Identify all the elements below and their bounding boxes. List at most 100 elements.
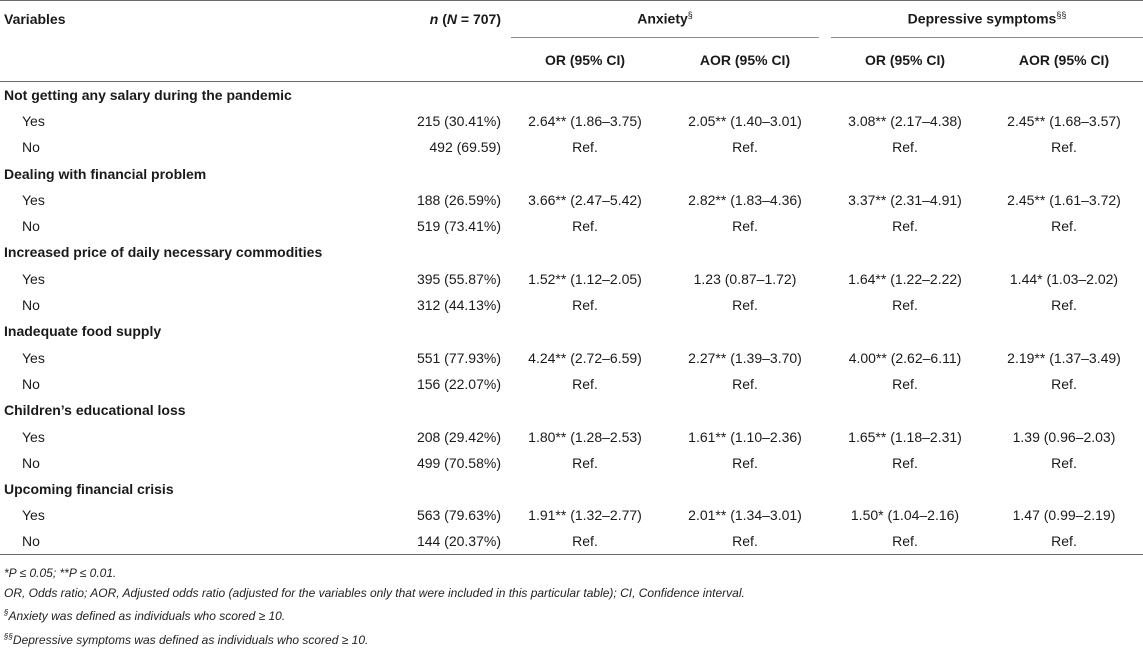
- table-row: No 519 (73.41%) Ref. Ref. Ref. Ref.: [0, 213, 1143, 239]
- cell-anxiety-aor: 2.82** (1.83–4.36): [688, 191, 802, 208]
- row-label: No: [22, 139, 40, 156]
- row-label: No: [22, 375, 40, 392]
- cell-anxiety-or: Ref.: [572, 218, 598, 235]
- footnote-depressive: §§Depressive symptoms was defined as ind…: [4, 627, 1143, 651]
- section-title: Dealing with financial problem: [4, 165, 207, 182]
- header-anxiety-or: OR (95% CI): [544, 52, 626, 68]
- cell-depressive-aor: 1.47 (0.99–2.19): [1012, 507, 1116, 524]
- cell-n: 519 (73.41%): [416, 218, 501, 235]
- cell-anxiety-or: Ref.: [572, 139, 598, 156]
- cell-anxiety-aor: 1.61** (1.10–2.36): [688, 428, 802, 445]
- cell-depressive-or: Ref.: [892, 454, 918, 471]
- cell-depressive-aor: Ref.: [1051, 375, 1077, 392]
- cell-anxiety-aor: Ref.: [732, 533, 758, 550]
- cell-anxiety-aor: 2.01** (1.34–3.01): [688, 507, 802, 524]
- cell-anxiety-or: 1.80** (1.28–2.53): [528, 428, 642, 445]
- section-row: Children’s educational loss: [0, 397, 1143, 423]
- cell-depressive-aor: Ref.: [1051, 297, 1077, 314]
- cell-depressive-or: Ref.: [892, 375, 918, 392]
- cell-depressive-or: 3.37** (2.31–4.91): [848, 191, 962, 208]
- header-depressive-footnote-mark: §§: [1056, 10, 1067, 21]
- section-title: Upcoming financial crisis: [4, 481, 174, 498]
- header-n: n (N = 707): [385, 1, 505, 82]
- table-row: Yes 208 (29.42%) 1.80** (1.28–2.53) 1.61…: [0, 423, 1143, 449]
- cell-depressive-aor: Ref.: [1051, 139, 1077, 156]
- footnote-abbreviations: OR, Odds ratio; AOR, Adjusted odds ratio…: [4, 585, 745, 600]
- cell-n: 215 (30.41%): [416, 112, 501, 129]
- cell-anxiety-or: 4.24** (2.72–6.59): [528, 349, 642, 366]
- table-header: Variables n (N = 707) Anxiety§ Depressiv…: [0, 0, 1143, 82]
- table-row: No 144 (20.37%) Ref. Ref. Ref. Ref.: [0, 529, 1143, 555]
- section-title: Increased price of daily necessary commo…: [4, 244, 323, 261]
- row-label: No: [22, 218, 40, 235]
- section-row: Not getting any salary during the pandem…: [0, 82, 1143, 108]
- row-label: Yes: [22, 428, 45, 445]
- row-label: No: [22, 454, 40, 471]
- header-variables: Variables: [4, 11, 66, 27]
- header-anxiety-group: Anxiety§: [505, 1, 825, 40]
- cell-anxiety-aor: 1.23 (0.87–1.72): [693, 270, 797, 287]
- cell-n: 395 (55.87%): [416, 270, 501, 287]
- cell-depressive-aor: 1.39 (0.96–2.03): [1012, 428, 1116, 445]
- cell-anxiety-aor: Ref.: [732, 454, 758, 471]
- cell-n: 156 (22.07%): [416, 375, 501, 392]
- cell-anxiety-or: 2.64** (1.86–3.75): [528, 112, 642, 129]
- cell-anxiety-aor: 2.05** (1.40–3.01): [688, 112, 802, 129]
- section-row: Upcoming financial crisis: [0, 476, 1143, 502]
- header-n-total-symbol: N: [446, 11, 458, 27]
- section-title: Children’s educational loss: [4, 402, 186, 419]
- row-label: No: [22, 297, 40, 314]
- footnote-anxiety-mark: §: [4, 608, 9, 618]
- cell-depressive-aor: Ref.: [1051, 533, 1077, 550]
- cell-depressive-or: Ref.: [892, 139, 918, 156]
- cell-n: 312 (44.13%): [416, 297, 501, 314]
- cell-anxiety-or: Ref.: [572, 454, 598, 471]
- cell-n: 551 (77.93%): [416, 349, 501, 366]
- cell-depressive-or: Ref.: [892, 533, 918, 550]
- cell-depressive-aor: 1.44* (1.03–2.02): [1009, 270, 1119, 287]
- cell-n: 563 (79.63%): [416, 507, 501, 524]
- cell-anxiety-or: 3.66** (2.47–5.42): [528, 191, 642, 208]
- cell-anxiety-aor: 2.27** (1.39–3.70): [688, 349, 802, 366]
- table-row: Yes 563 (79.63%) 1.91** (1.32–2.77) 2.01…: [0, 502, 1143, 528]
- header-anxiety: Anxiety: [637, 10, 688, 27]
- header-n-open: (: [438, 11, 447, 27]
- cell-anxiety-or: 1.52** (1.12–2.05): [528, 270, 642, 287]
- table-body: Not getting any salary during the pandem…: [0, 82, 1143, 555]
- row-label: Yes: [22, 270, 45, 287]
- cell-depressive-or: Ref.: [892, 218, 918, 235]
- table-row: No 312 (44.13%) Ref. Ref. Ref. Ref.: [0, 292, 1143, 318]
- cell-anxiety-or: Ref.: [572, 375, 598, 392]
- table-row: No 492 (69.59) Ref. Ref. Ref. Ref.: [0, 134, 1143, 160]
- cell-depressive-aor: Ref.: [1051, 454, 1077, 471]
- cell-anxiety-or: Ref.: [572, 533, 598, 550]
- header-anxiety-footnote-mark: §: [687, 10, 693, 21]
- footnote-anxiety-text: Anxiety was defined as individuals who s…: [8, 609, 286, 624]
- footnote-anxiety: §Anxiety was defined as individuals who …: [4, 603, 1143, 627]
- section-title: Inadequate food supply: [4, 323, 162, 340]
- cell-depressive-aor: 2.19** (1.37–3.49): [1007, 349, 1121, 366]
- section-row: Increased price of daily necessary commo…: [0, 239, 1143, 265]
- cell-depressive-aor: 2.45** (1.68–3.57): [1007, 112, 1121, 129]
- cell-n: 208 (29.42%): [416, 428, 501, 445]
- header-n-symbol: n: [429, 11, 439, 27]
- cell-n: 144 (20.37%): [416, 533, 501, 550]
- section-row: Dealing with financial problem: [0, 160, 1143, 186]
- table-row: No 156 (22.07%) Ref. Ref. Ref. Ref.: [0, 371, 1143, 397]
- cell-anxiety-or: 1.91** (1.32–2.77): [528, 507, 642, 524]
- cell-n: 499 (70.58%): [416, 454, 501, 471]
- footnote-p-values: *P ≤ 0.05; **P ≤ 0.01.: [4, 566, 117, 581]
- cell-anxiety-or: Ref.: [572, 297, 598, 314]
- cell-depressive-or: 1.65** (1.18–2.31): [848, 428, 962, 445]
- cell-anxiety-aor: Ref.: [732, 297, 758, 314]
- row-label: Yes: [22, 112, 45, 129]
- footnote-depressive-mark: §§: [4, 631, 13, 641]
- row-label: Yes: [22, 349, 45, 366]
- cell-depressive-or: 3.08** (2.17–4.38): [848, 112, 962, 129]
- cell-depressive-or: 4.00** (2.62–6.11): [848, 349, 962, 366]
- cell-depressive-or: 1.50* (1.04–2.16): [850, 507, 960, 524]
- table-row: Yes 395 (55.87%) 1.52** (1.12–2.05) 1.23…: [0, 266, 1143, 292]
- cell-depressive-aor: 2.45** (1.61–3.72): [1007, 191, 1121, 208]
- table-row: Yes 188 (26.59%) 3.66** (2.47–5.42) 2.82…: [0, 187, 1143, 213]
